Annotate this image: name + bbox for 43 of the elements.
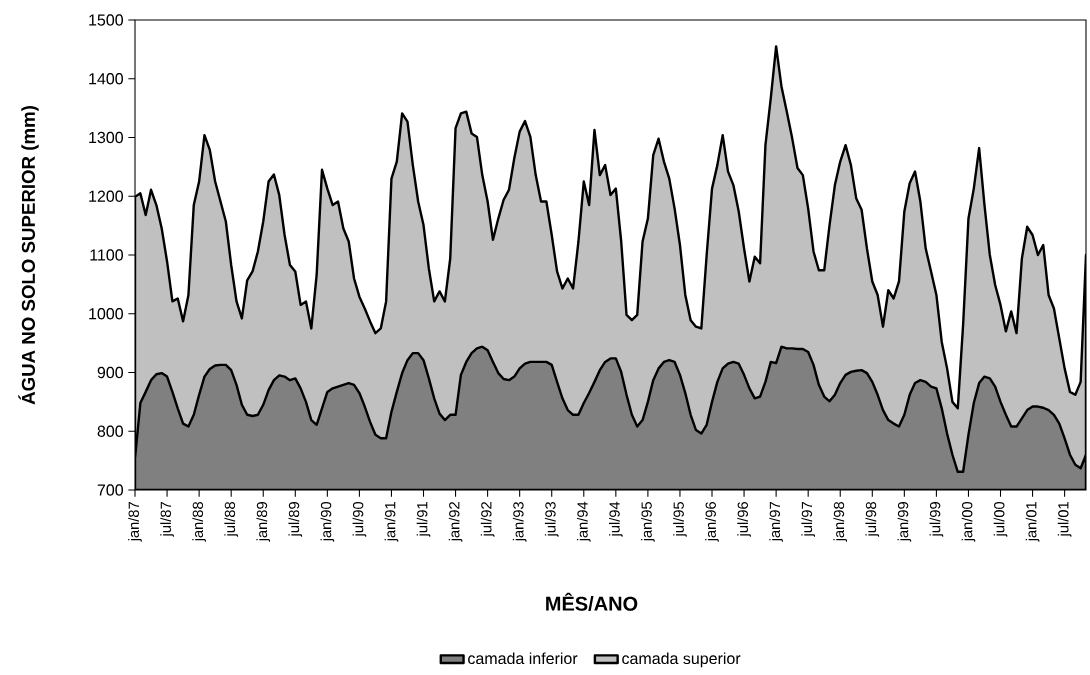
y-tick-label: 1000 [89, 308, 124, 320]
x-tick-label: jan/96 [705, 502, 719, 542]
y-tick-label: 1300 [89, 131, 124, 144]
x-tick-label: jan/97 [769, 502, 783, 542]
x-tick-label: jan/89 [256, 502, 271, 542]
x-tick-label: jul/87 [160, 502, 174, 537]
y-tick-label: 1200 [89, 190, 124, 202]
y-tick-label: 1400 [89, 73, 124, 85]
x-tick-label: jul/88 [224, 502, 238, 537]
x-tick-label: jul/01 [1057, 502, 1072, 537]
x-tick-label: jan/95 [641, 502, 655, 542]
y-tick-label: 900 [97, 366, 124, 379]
x-axis-title: MÊS/ANO [546, 592, 638, 611]
x-tick-label: jul/90 [352, 501, 367, 537]
x-tick-label: jan/87 [128, 502, 142, 542]
x-tick-label: jan/99 [897, 502, 912, 542]
x-tick-label: jul/98 [865, 502, 880, 537]
x-tick-label: jul/97 [801, 502, 815, 537]
x-tick-label: jan/00 [961, 501, 976, 542]
x-tick-label: jul/00 [993, 501, 1008, 537]
y-tick-label: 800 [97, 425, 124, 437]
x-tick-label: jul/96 [737, 502, 751, 537]
x-tick-label: jul/93 [544, 502, 559, 537]
x-tick-label: jan/90 [320, 501, 335, 542]
x-tick-label: jul/94 [609, 501, 623, 537]
x-tick-label: jul/91 [416, 502, 431, 537]
y-tick-label: 700 [97, 484, 124, 496]
y-tick-label: 1100 [90, 249, 124, 261]
legend-label: camada superior [622, 652, 741, 668]
y-tick-label: 1500 [89, 14, 124, 26]
x-tick-label: jan/91 [384, 502, 399, 542]
x-tick-label: jan/98 [833, 502, 848, 542]
x-tick-label: jan/92 [448, 502, 463, 542]
legend-label: camada inferior [468, 652, 578, 665]
x-tick-label: jul/89 [288, 502, 303, 537]
x-tick-label: jan/88 [192, 502, 206, 542]
x-tick-label: jan/94 [576, 501, 591, 542]
x-tick-label: jan/93 [512, 502, 527, 542]
x-tick-label: jul/92 [480, 502, 495, 537]
x-tick-label: jan/01 [1025, 502, 1040, 542]
x-tick-label: jul/95 [673, 502, 687, 537]
y-axis-title: ÁGUA NO SOLO SUPERIOR (mm) [18, 106, 39, 405]
x-tick-label: jul/99 [929, 502, 944, 537]
